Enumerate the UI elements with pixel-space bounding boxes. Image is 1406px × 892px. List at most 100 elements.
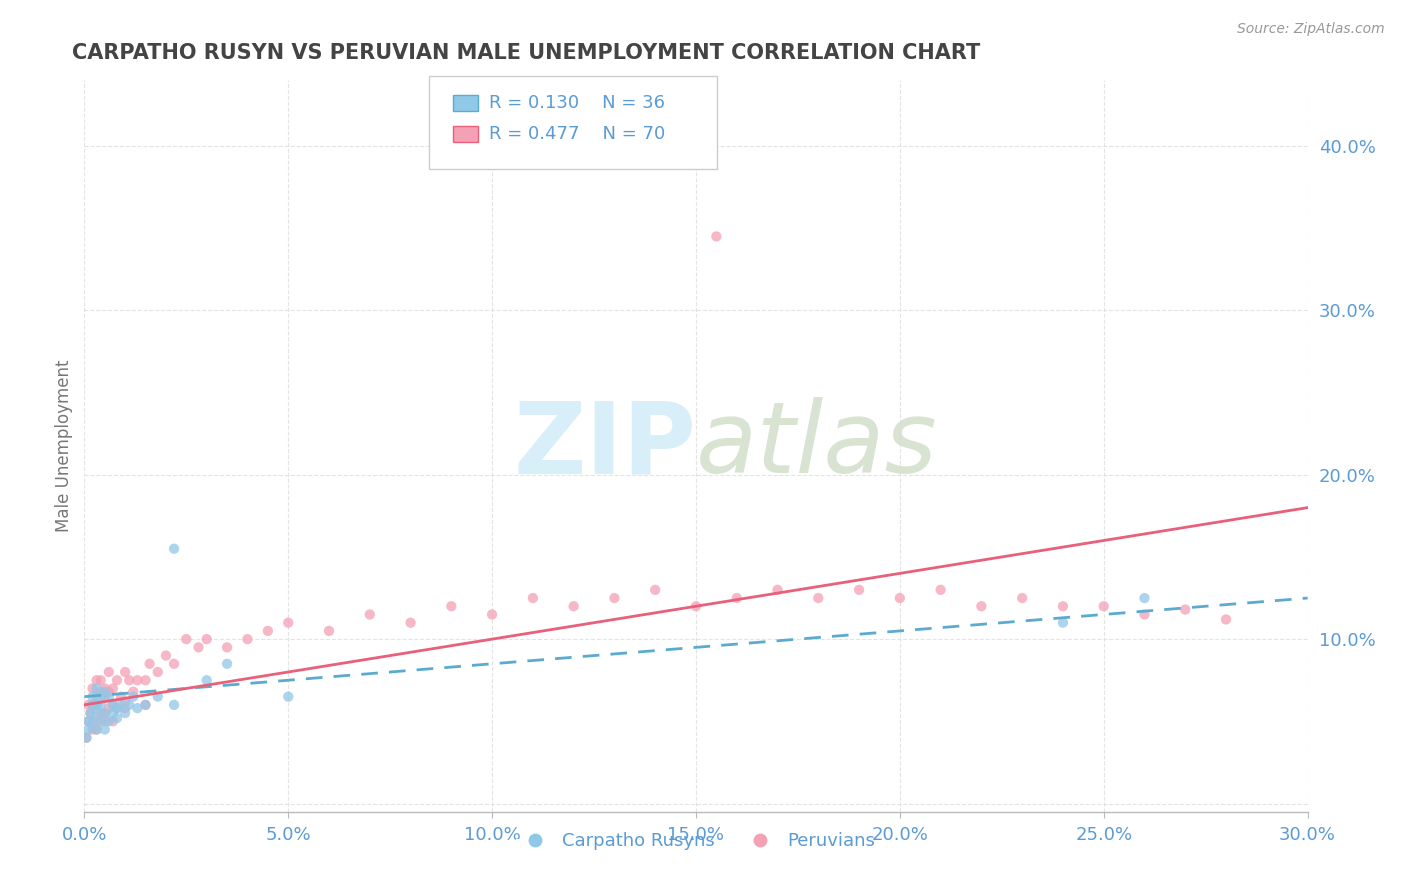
Point (90, 673, 112, 688)
Point (110, 690, 132, 704)
Point (97, 665, 120, 679)
Point (90, 684, 112, 698)
Text: Source: ZipAtlas.com: Source: ZipAtlas.com (1237, 22, 1385, 37)
Point (101, 698, 124, 712)
Point (86, 698, 108, 712)
Point (86, 723, 108, 737)
Point (97, 690, 120, 704)
Point (93, 714, 115, 729)
Point (82, 723, 104, 737)
Point (114, 665, 136, 679)
Point (86, 681, 108, 696)
Text: atlas: atlas (696, 398, 938, 494)
Point (97, 714, 120, 729)
Point (135, 698, 157, 712)
Point (195, 673, 218, 688)
Point (118, 673, 141, 688)
Point (90, 706, 112, 720)
Point (105, 701, 128, 715)
Point (93, 723, 115, 737)
Point (93, 684, 115, 698)
Point (929, 582, 952, 597)
Point (105, 711, 128, 725)
Point (163, 657, 186, 671)
Point (138, 657, 160, 671)
Point (90, 714, 112, 729)
Point (82, 698, 104, 712)
Point (97, 701, 120, 715)
Point (163, 541, 186, 556)
Point (90, 690, 112, 704)
Point (79, 706, 101, 720)
Point (75, 731, 97, 745)
Point (1133, 607, 1156, 622)
Point (195, 632, 218, 647)
Point (440, 599, 463, 614)
Point (97, 684, 120, 698)
Y-axis label: Male Unemployment: Male Unemployment (55, 359, 73, 533)
Point (93, 706, 115, 720)
Point (86, 698, 108, 712)
Point (848, 582, 870, 597)
Point (522, 591, 544, 605)
Point (155, 648, 177, 663)
Point (562, 599, 585, 614)
Text: R = 0.477    N = 70: R = 0.477 N = 70 (489, 125, 665, 143)
Point (77, 714, 100, 729)
Point (766, 582, 789, 597)
Point (114, 701, 136, 715)
Point (1174, 602, 1197, 616)
Point (217, 657, 239, 671)
Point (1215, 612, 1237, 626)
Text: ZIP: ZIP (513, 398, 696, 494)
Legend: Carpatho Rusyns, Peruvians: Carpatho Rusyns, Peruvians (510, 825, 882, 857)
Point (146, 665, 169, 679)
Point (481, 607, 503, 622)
Point (1092, 599, 1115, 614)
Point (127, 701, 149, 715)
Text: CARPATHO RUSYN VS PERUVIAN MALE UNEMPLOYMENT CORRELATION CHART: CARPATHO RUSYN VS PERUVIAN MALE UNEMPLOY… (72, 44, 980, 63)
Point (86, 690, 108, 704)
Point (114, 706, 136, 720)
Point (93, 681, 115, 696)
Point (127, 673, 149, 688)
Point (257, 624, 280, 638)
Point (318, 624, 340, 638)
Point (135, 698, 157, 712)
Point (1052, 615, 1074, 630)
Point (970, 599, 993, 614)
Point (86, 723, 108, 737)
Point (277, 615, 299, 630)
Point (146, 690, 169, 704)
Point (86, 673, 108, 688)
Point (82, 681, 104, 696)
Point (93, 706, 115, 720)
Point (807, 591, 830, 605)
Point (82, 690, 104, 704)
Text: R = 0.130    N = 36: R = 0.130 N = 36 (489, 94, 665, 112)
Point (135, 673, 157, 688)
Point (163, 698, 186, 712)
Point (77, 698, 100, 712)
Point (1133, 591, 1156, 605)
Point (90, 698, 112, 712)
Point (86, 706, 108, 720)
Point (79, 706, 101, 720)
Point (685, 599, 707, 614)
Point (105, 673, 128, 688)
Point (1052, 599, 1074, 614)
Point (644, 582, 666, 597)
Point (101, 698, 124, 712)
Point (105, 701, 128, 715)
Point (236, 632, 259, 647)
Point (277, 690, 299, 704)
Point (101, 681, 124, 696)
Point (706, 229, 728, 244)
Point (889, 591, 911, 605)
Point (82, 698, 104, 712)
Point (1011, 591, 1033, 605)
Point (114, 695, 136, 709)
Point (359, 607, 381, 622)
Point (217, 640, 239, 655)
Point (399, 615, 422, 630)
